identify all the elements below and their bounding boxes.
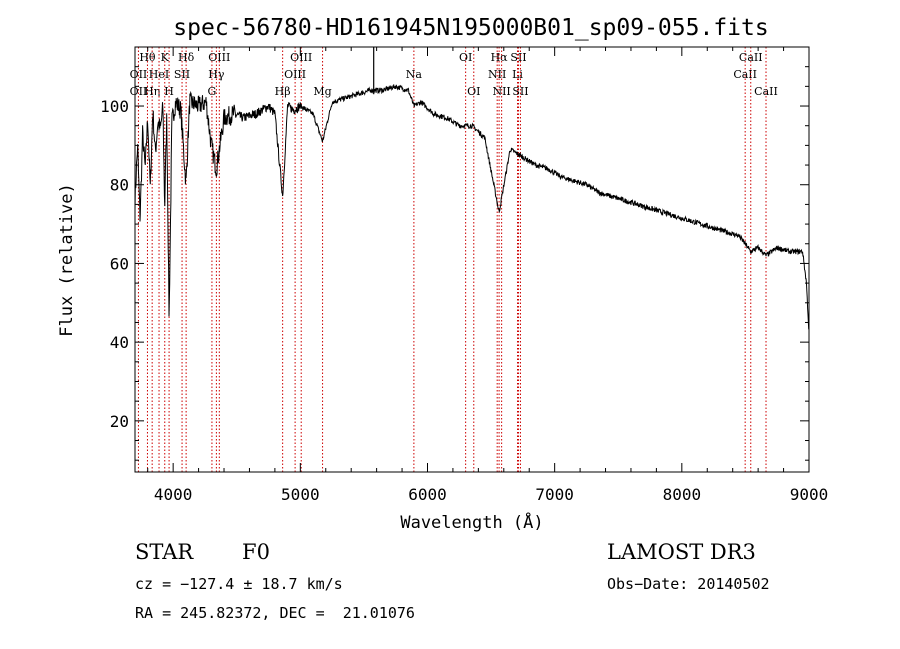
x-tick-label: 6000 [408,485,447,504]
line-label: OI [459,51,472,64]
survey-name: LAMOST DR3 [607,540,756,564]
axis-ticks: 4000 5000 6000 7000 8000 9000 20 40 60 80 100 [100,47,828,504]
y-tick-label: 20 [110,412,129,431]
chart-title: spec-56780-HD161945N195000B01_sp09-055.f… [173,15,768,41]
line-label: SII [512,85,528,98]
x-tick-label: 9000 [790,485,829,504]
line-label: Hθ [139,51,156,64]
x-axis-label: Wavelength (Å) [400,511,543,533]
line-label: Hγ [208,68,225,81]
line-label: K [161,51,170,64]
line-label: CaII [733,68,757,81]
line-label: OIII [208,51,230,64]
x-tick-label: 7000 [535,485,574,504]
object-class: STAR [135,540,194,564]
line-label: Li [512,68,523,81]
line-label: Na [406,68,423,81]
line-label: G [208,85,217,98]
plot-frame [134,46,810,473]
x-tick-label: 4000 [154,485,193,504]
redshift-value: cz = −127.4 ± 18.7 km/s [135,575,343,593]
line-label: Hβ [275,85,291,98]
line-label: Hα [491,51,509,64]
line-label: NII [492,85,510,98]
y-tick-label: 40 [110,333,129,352]
y-axis-label: Flux (relative) [57,183,77,337]
line-label: OII [130,68,148,81]
line-label: Mg [313,85,331,98]
spectrum-line [134,84,810,330]
y-tick-label: 100 [100,97,129,116]
line-label: SII [174,68,190,81]
x-tick-label: 5000 [281,485,320,504]
line-label: NII [488,68,506,81]
line-label: SII [510,51,526,64]
line-label: OII [130,85,148,98]
line-label: HeI [149,68,169,81]
line-label: OIII [290,51,312,64]
line-label: H [164,85,174,98]
line-label: OI [467,85,480,98]
observation-date: Obs−Date: 20140502 [607,575,770,593]
line-label: Hδ [178,51,195,64]
x-tick-label: 8000 [663,485,702,504]
object-subclass: F0 [242,540,270,564]
line-label: CaII [739,51,763,64]
line-label: Hη [144,85,160,98]
y-tick-label: 60 [110,254,129,273]
line-label: CaII [754,85,778,98]
line-label: OIII [284,68,306,81]
y-tick-label: 80 [110,176,129,195]
coordinates: RA = 245.82372, DEC = 21.01076 [135,604,415,622]
